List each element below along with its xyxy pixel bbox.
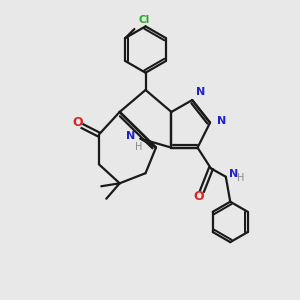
Text: N: N: [217, 116, 226, 126]
Text: N: N: [230, 169, 238, 179]
Text: O: O: [73, 116, 83, 129]
Text: O: O: [193, 190, 204, 203]
Text: H: H: [135, 142, 143, 152]
Text: Cl: Cl: [138, 15, 149, 25]
Text: H: H: [237, 173, 244, 183]
Text: N: N: [196, 86, 205, 97]
Text: N: N: [126, 131, 135, 141]
